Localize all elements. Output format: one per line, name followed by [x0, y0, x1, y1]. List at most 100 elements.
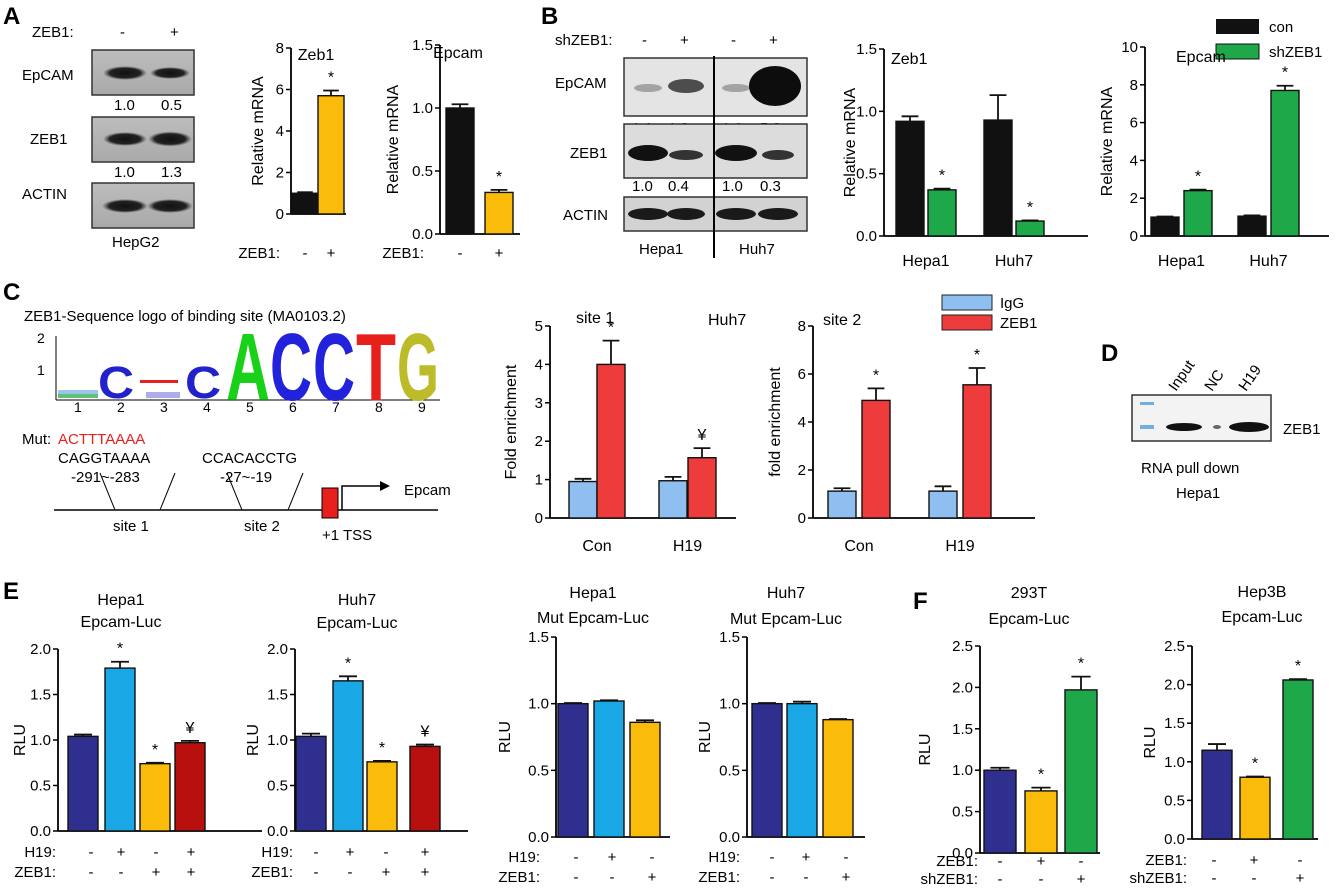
bar: [658, 480, 688, 519]
chart-title: Hep3B: [1238, 584, 1287, 601]
blot-band: [147, 199, 193, 213]
y-tick-label: 0.0: [856, 228, 877, 245]
chart-B-epcam: 0 2 4 6 8 10 Relative mRNA Epcam * Hepa1 * Huh7: [1099, 39, 1329, 270]
site2-position: -27~-19: [220, 469, 272, 486]
significance-mark: *: [1078, 656, 1084, 673]
chart-subtitle: Epcam-Luc: [989, 611, 1070, 628]
pulldown-lane: H19: [1235, 362, 1265, 394]
condition-sign: +: [421, 844, 430, 861]
chart-F-293t: 0.0 0.5 1.0 1.5 2.0 2.5 RLU 293T Epcam-Luc * * ZEB1…: [917, 585, 1100, 888]
condition-sign: +: [1250, 852, 1259, 869]
condition-label: H19:: [24, 844, 56, 861]
sequence-logo: ZEB1-Sequence logo of binding site (MA01…: [24, 308, 440, 421]
blot-quant: 1.0: [722, 178, 743, 195]
y-tick-label: 1.5: [952, 721, 973, 738]
y-tick-label: 0.0: [1164, 831, 1185, 848]
blot-b-row-label: EpCAM: [555, 75, 607, 92]
chart-title: site 1: [576, 310, 614, 327]
blot-band: [667, 208, 705, 220]
bar: [1015, 220, 1045, 237]
y-tick-label: 10: [1121, 39, 1138, 56]
condition-sign: +: [187, 864, 196, 881]
condition-sign: -: [610, 869, 615, 886]
condition-sign: +: [346, 844, 355, 861]
condition-label: H19:: [708, 849, 740, 866]
condition-sign: +: [1037, 853, 1046, 870]
y-tick-label: 0.5: [1164, 792, 1185, 809]
y-tick-label: 2: [1130, 190, 1138, 207]
ladder-band: [1140, 402, 1154, 405]
site1-label: site 1: [113, 518, 149, 535]
logo-xtick: 7: [332, 399, 340, 415]
significance-mark: *: [1295, 658, 1301, 675]
significance-mark: *: [1038, 767, 1044, 784]
blot-quant: 1.0: [114, 164, 135, 181]
y-tick-label: 2.0: [952, 679, 973, 696]
condition-sign: -: [1212, 870, 1217, 887]
blot-quant: 0.3: [760, 178, 781, 195]
condition-sign: -: [1212, 852, 1217, 869]
significance-mark: ¥: [420, 724, 430, 741]
logo-letters: C C A C C T G: [58, 314, 439, 421]
legend-c-label: ZEB1: [1000, 315, 1038, 332]
blot-a-row-label: EpCAM: [22, 67, 74, 84]
condition-label: ZEB1:: [1145, 852, 1187, 869]
bar: [104, 667, 136, 832]
bar: [822, 718, 854, 838]
y-tick-label: 8: [1130, 77, 1138, 94]
logo-ytick: 1: [37, 362, 45, 378]
y-tick-label: 1.5: [412, 37, 433, 54]
y-tick-label: 4: [1130, 152, 1138, 169]
y-tick-label: 1.0: [412, 100, 433, 117]
y-tick-label: 0.5: [856, 166, 877, 183]
condition-label: shZEB1:: [1129, 870, 1187, 887]
y-tick-label: 2.0: [1164, 677, 1185, 694]
y-tick-label: 2: [276, 165, 284, 182]
logo-xtick: 8: [375, 399, 383, 415]
y-tick-label: 0: [1130, 228, 1138, 245]
condition-label: ZEB1:: [936, 853, 978, 870]
y-axis-label: RLU: [697, 721, 714, 753]
condition-sign: +: [187, 844, 196, 861]
chart-subtitle: Epcam-Luc: [317, 615, 398, 632]
blot-b: shZEB1: - + - + EpCAM 1.0 1.8 1.0 5.3 ZE…: [555, 32, 808, 258]
y-tick-label: 1.0: [267, 732, 288, 749]
mut-sequence: ACTTTAAAA: [58, 431, 145, 448]
condition-sign: -: [384, 844, 389, 861]
tss-box: [321, 487, 339, 519]
x-category-label: Con: [844, 538, 873, 555]
bar: [895, 120, 925, 237]
bar: [1270, 89, 1300, 237]
legend-swatch-igg: [941, 294, 993, 311]
chart-subtitle: Epcam-Luc: [81, 614, 162, 631]
site2-sequence: CCACACCTG: [202, 450, 297, 467]
blot-band: [715, 145, 757, 161]
condition-sign: +: [382, 864, 391, 881]
y-tick-label: 0.0: [267, 823, 288, 840]
condition-sign: -: [574, 849, 579, 866]
blot-quant: 0.4: [668, 178, 689, 195]
condition-sign: -: [1252, 870, 1257, 887]
chart-C-site2: 0 2 4 6 8 fold enrichment site 2 * Con * H19: [767, 312, 1035, 555]
blot-b-row-label: ACTIN: [563, 207, 608, 224]
legend-swatch-zeb1: [941, 314, 993, 331]
bar: [174, 742, 206, 832]
significance-mark: *: [1195, 169, 1201, 186]
y-axis-label: RLU: [1142, 726, 1159, 758]
y-tick-label: 1.0: [528, 696, 549, 713]
condition-label: ZEB1:: [382, 245, 424, 262]
logo-letter-g: G: [397, 314, 439, 421]
blot-a-cell-line: HepG2: [112, 234, 160, 251]
bar: [827, 490, 857, 519]
condition-sign: -: [1298, 852, 1303, 869]
site1-sequence: CAGGTAAAA: [58, 450, 150, 467]
bar: [629, 721, 661, 838]
significance-mark: *: [117, 641, 123, 658]
blot-band: [103, 132, 147, 146]
y-tick-label: 1.5: [719, 629, 740, 646]
y-tick-label: 5: [535, 318, 543, 335]
condition-sign: +: [1296, 870, 1305, 887]
condition-sign: -: [770, 849, 775, 866]
condition-sign: -: [998, 871, 1003, 888]
chart-E-hepa1: 0.0 0.5 1.0 1.5 2.0 RLU Hepa1 Epcam-Luc * * ¥ H19: -…: [12, 592, 262, 881]
